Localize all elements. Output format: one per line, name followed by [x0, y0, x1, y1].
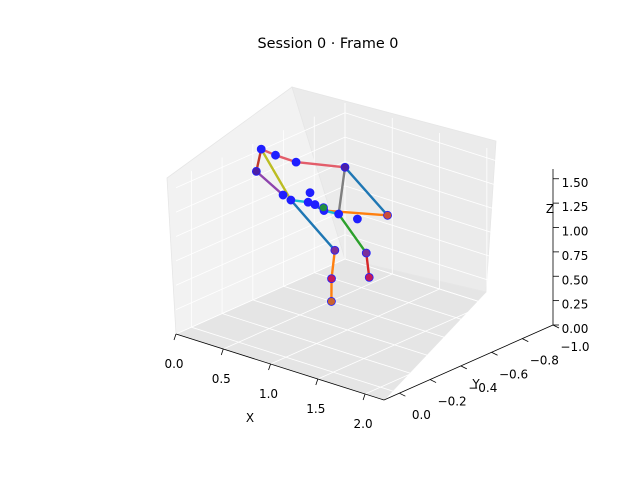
bone-14: [289, 198, 337, 252]
joint-5: [305, 188, 315, 198]
x-tick-label: 1.5: [306, 402, 325, 416]
z-gridline-right: [344, 234, 554, 302]
z-gridline-right: [344, 112, 554, 180]
joint-8: [286, 195, 296, 205]
bone-6: [337, 166, 347, 216]
x-gridline-floor: [270, 288, 440, 365]
x-gridline-floor: [223, 273, 393, 350]
z-gridline-left: [175, 185, 346, 262]
z-tick-label: 1.50: [562, 176, 589, 190]
x-tick-mark: [173, 333, 177, 341]
z-gridline-left: [175, 209, 346, 286]
z-tick-label: 1.25: [562, 200, 589, 214]
joint-7: [278, 190, 288, 200]
x-tick-mark: [220, 348, 224, 356]
z-tick-label: 0.25: [562, 298, 589, 312]
z-gridline-left: [175, 234, 346, 310]
y-axis-line: [383, 324, 554, 401]
joint-16: [361, 248, 371, 258]
joint-11: [319, 203, 328, 213]
y-gridline-floor: [283, 285, 492, 353]
x-gridline-floor: [317, 303, 487, 380]
joint-1: [271, 150, 280, 160]
z-gridline-right: [344, 136, 554, 204]
grid-lines: [175, 103, 554, 395]
joint-17: [327, 274, 336, 284]
bone-8: [322, 209, 389, 217]
skeleton-joints: [251, 144, 392, 306]
bone-12: [337, 212, 368, 255]
joint-4: [251, 166, 261, 176]
x-tick-label: 1.0: [259, 387, 278, 401]
y-gridline-floor: [252, 299, 461, 367]
chart-title: Session 0 · Frame 0: [258, 36, 399, 52]
joint-14: [383, 210, 392, 220]
x-tick-label: 2.0: [354, 417, 373, 431]
z-gridline-left: [175, 161, 346, 237]
y-tick-mark: [399, 392, 406, 397]
x-tick-label: 0.0: [164, 357, 183, 371]
bone-7: [343, 166, 389, 217]
y-tick-mark: [429, 379, 437, 383]
x-gridline-floor: [364, 318, 535, 395]
z-gridline-right: [344, 185, 554, 253]
bone-4: [255, 170, 285, 197]
y-tick-mark: [491, 351, 498, 356]
joint-0: [256, 144, 266, 154]
z-axis-label: Z: [546, 202, 554, 216]
axis-lines: [175, 169, 554, 401]
joint-15: [330, 245, 340, 255]
y-tick-label: 0.0: [412, 408, 431, 422]
joint-12: [334, 209, 344, 219]
x-tick-label: 0.5: [212, 372, 231, 386]
x-tick-mark: [268, 363, 271, 371]
y-tick-label: −0.2: [438, 395, 467, 409]
x-tick-mark: [362, 393, 366, 401]
y-tick-mark: [552, 324, 560, 329]
z-gridline-right: [344, 209, 554, 277]
y-tick-mark: [460, 365, 467, 370]
axes-panes: [166, 86, 497, 401]
bone-5: [260, 147, 293, 202]
joint-18: [364, 272, 374, 282]
joint-3: [340, 162, 350, 172]
z-gridline-left: [175, 258, 346, 335]
z-tick-label: 0.00: [562, 322, 589, 336]
y-gridline-floor: [314, 272, 523, 340]
joint-19: [327, 297, 336, 306]
z-tick-label: 0.75: [562, 249, 589, 263]
y-gridline-floor: [221, 313, 431, 380]
z-tick-label: 1.00: [562, 225, 589, 239]
z-tick-label: 0.50: [562, 273, 589, 287]
z-gridline-right: [344, 258, 554, 326]
x-axis-line: [175, 333, 385, 401]
y-tick-label: −0.6: [499, 367, 528, 381]
z-gridline-right: [344, 161, 554, 228]
y-gridline-floor: [191, 326, 400, 394]
x-tick-mark: [315, 378, 319, 386]
joint-9: [303, 197, 313, 207]
y-tick-label: −0.8: [530, 354, 559, 368]
bone-2: [294, 160, 347, 169]
y-tick-label: −1.0: [560, 340, 589, 354]
bone-15: [330, 249, 337, 280]
y-axis-label: Y: [471, 377, 480, 391]
y-tick-mark: [522, 338, 529, 342]
joint-13: [353, 214, 362, 224]
x-axis-label: X: [246, 411, 254, 425]
y-tick-label: −0.4: [468, 381, 497, 395]
tick-labels: 0.0 0.5 1.0 1.5 2.0 0.0 −0.2−0.4−0.6−0.8−1.0 0.…: [164, 176, 589, 431]
joint-2: [291, 157, 301, 167]
